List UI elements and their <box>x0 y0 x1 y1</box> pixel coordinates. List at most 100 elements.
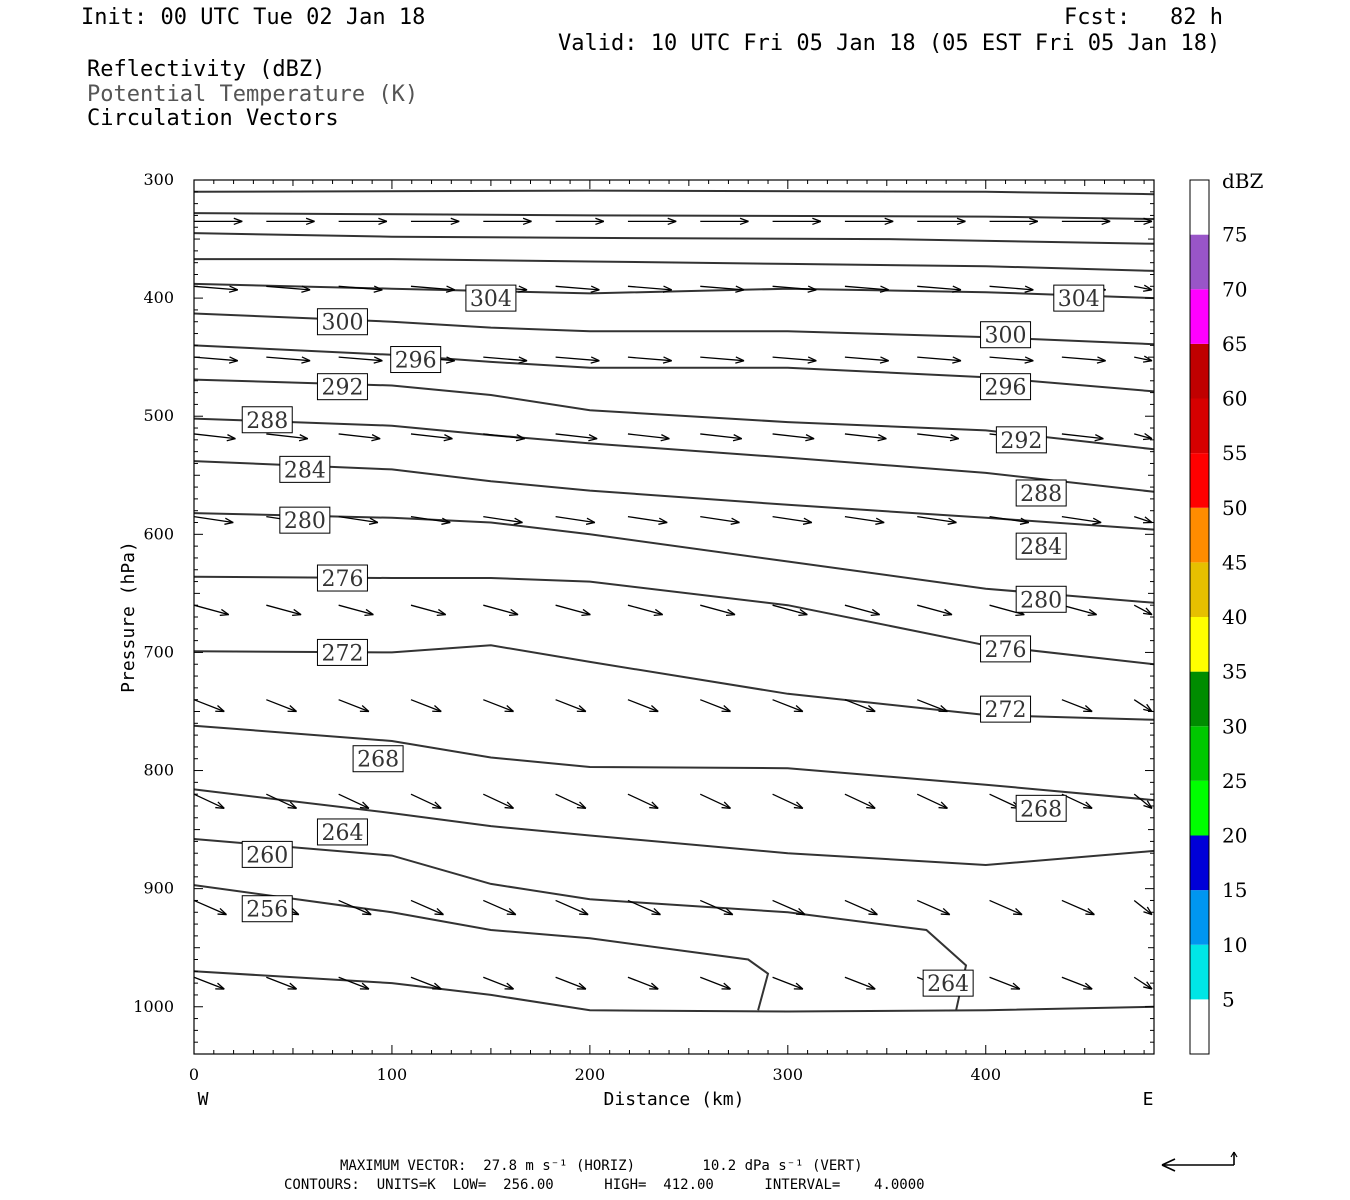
colorbar-level-label: 55 <box>1222 441 1247 465</box>
west-label: W <box>198 1089 209 1110</box>
circulation-vector <box>410 793 442 809</box>
y-tick-label: 900 <box>143 879 174 898</box>
y-tick-label: 500 <box>143 406 174 425</box>
contour-label-text: 272 <box>321 641 363 666</box>
circulation-vector <box>193 356 239 364</box>
circulation-vector <box>194 217 243 226</box>
contour-label-text: 268 <box>1020 797 1062 822</box>
colorbar-segment <box>1190 671 1209 727</box>
theta-contour-304-3 <box>194 258 1155 272</box>
circulation-vector <box>266 433 309 442</box>
contour-label-text: 272 <box>985 698 1027 723</box>
theta-contour-292-7 <box>193 378 1155 451</box>
field-reflectivity: Reflectivity (dBZ) <box>87 57 326 82</box>
maximum-vector-note: MAXIMUM VECTOR: 27.8 m s⁻¹ (HORIZ) 10.2 … <box>340 1158 863 1174</box>
circulation-vector <box>1061 699 1093 713</box>
circulation-vector <box>1133 976 1153 990</box>
contour-label-text: 256 <box>246 898 288 923</box>
contour-label: 268 <box>1015 794 1067 822</box>
circulation-vector <box>844 285 889 293</box>
contour-label: 300 <box>316 308 368 336</box>
circulation-vector <box>555 217 605 226</box>
x-axis-label: Distance (km) <box>604 1089 745 1110</box>
colorbar-segment <box>1190 398 1209 454</box>
theta-contour-268-13 <box>193 724 1155 802</box>
circulation-vector <box>844 356 889 364</box>
contours-note: CONTOURS: UNITS=K LOW= 256.00 HIGH= 412.… <box>284 1177 925 1193</box>
circulation-vector <box>627 356 672 364</box>
contour-label-text: 300 <box>985 324 1027 349</box>
circulation-vector <box>772 793 804 809</box>
circulation-vector <box>772 356 817 364</box>
contour-label-text: 264 <box>927 972 969 997</box>
x-tick-label: 0 <box>189 1065 199 1084</box>
y-axis-label: Pressure (hPa) <box>118 541 139 693</box>
circulation-vector <box>627 699 659 713</box>
circulation-vector <box>772 604 808 617</box>
contour-label-text: 276 <box>985 638 1027 663</box>
circulation-vector <box>483 217 532 226</box>
circulation-vector <box>700 285 745 293</box>
contour-label: 260 <box>241 840 293 868</box>
contour-label: 296 <box>980 373 1032 401</box>
colorbar-level-label: 20 <box>1222 824 1247 848</box>
contour-label-text: 284 <box>1020 535 1062 560</box>
circulation-vector <box>700 976 731 990</box>
field-circulation-vectors: Circulation Vectors <box>87 106 339 131</box>
colorbar-level-label: 75 <box>1222 223 1247 247</box>
circulation-vector <box>266 356 311 364</box>
circulation-vector <box>193 515 234 525</box>
contour-label: 268 <box>352 745 404 773</box>
contour-label-text: 260 <box>246 843 288 868</box>
circulation-vector <box>483 699 514 713</box>
contour-label-text: 296 <box>395 349 437 374</box>
circulation-vector <box>844 604 881 617</box>
x-tick-label: 400 <box>970 1065 1001 1084</box>
theta-contour-264-14 <box>193 788 1155 867</box>
y-tick-label: 700 <box>143 642 174 661</box>
colorbar-segment <box>1190 289 1209 344</box>
contour-label-text: 264 <box>321 821 363 846</box>
circulation-vector <box>844 793 876 809</box>
circulation-vector <box>627 515 668 525</box>
circulation-vector <box>989 976 1021 990</box>
circulation-vector <box>483 899 517 916</box>
contour-label-text: 288 <box>246 409 288 434</box>
colorbar-level-label: 15 <box>1222 878 1247 902</box>
circulation-vector <box>193 699 225 713</box>
colorbar-segment <box>1190 944 1209 1000</box>
theta-contour-284-9 <box>193 460 1155 531</box>
circulation-vector <box>555 793 587 809</box>
circulation-vector <box>989 899 1023 916</box>
colorbar-segment <box>1190 726 1209 781</box>
circulation-vector <box>555 515 596 525</box>
circulation-vector <box>338 699 370 713</box>
contour-label: 300 <box>980 321 1032 349</box>
circulation-vector <box>555 899 589 916</box>
contour-label: 292 <box>316 373 368 401</box>
contour-label: 272 <box>316 638 368 666</box>
colorbar-title: dBZ <box>1222 169 1264 193</box>
tick-layer: 0 100 200 300 400 300 400 500 600 700 800 900 1000 <box>133 170 1154 1084</box>
colorbar-level-label: 65 <box>1222 332 1247 356</box>
init-time: Init: 00 UTC Tue 02 Jan 18 <box>81 5 426 30</box>
contour-label-text: 304 <box>1058 287 1100 312</box>
circulation-vector <box>772 976 804 990</box>
circulation-vector <box>844 899 878 916</box>
circulation-vector <box>555 976 587 990</box>
forecast-hour: Fcst: 82 h <box>1064 5 1223 30</box>
circulation-vector <box>193 899 227 916</box>
contour-label-text: 304 <box>470 287 512 312</box>
circulation-vector <box>1133 604 1153 616</box>
circulation-vector <box>338 515 379 525</box>
circulation-vector <box>700 217 749 226</box>
contour-label-text: 284 <box>284 458 326 483</box>
colorbar-level-label: 30 <box>1222 714 1247 738</box>
circulation-vector <box>410 515 451 525</box>
circulation-vector <box>917 433 960 442</box>
circulation-vector <box>338 899 372 916</box>
circulation-vector <box>917 217 966 226</box>
circulation-vector <box>1061 793 1093 809</box>
contour-label-text: 276 <box>321 567 363 592</box>
